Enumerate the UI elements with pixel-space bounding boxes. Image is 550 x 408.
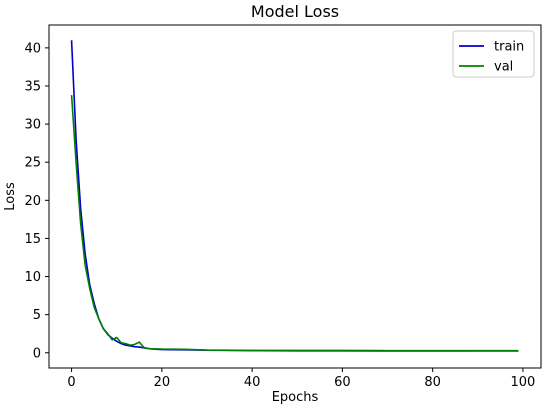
x-tick-label: 40 xyxy=(244,375,261,390)
x-tick-label: 80 xyxy=(424,375,441,390)
y-tick-label: 35 xyxy=(24,79,41,94)
x-tick-label: 60 xyxy=(334,375,351,390)
legend-label-train: train xyxy=(494,40,524,55)
y-axis-label: Loss xyxy=(3,182,18,211)
plot-border xyxy=(48,24,542,369)
y-tick-label: 25 xyxy=(24,156,41,171)
series-line-val xyxy=(70,95,519,352)
series-lines xyxy=(70,40,519,352)
x-tick-label: 100 xyxy=(511,375,536,390)
y-tick-label: 15 xyxy=(24,232,41,247)
y-tick-label: 40 xyxy=(24,41,41,56)
legend: train val xyxy=(452,30,535,78)
y-tick-label: 0 xyxy=(33,346,41,361)
series-line-train xyxy=(70,40,519,352)
y-tick-label: 10 xyxy=(24,270,41,285)
x-tick-label: 20 xyxy=(154,375,171,390)
y-tick-label: 5 xyxy=(33,308,41,323)
legend-label-val: val xyxy=(494,60,513,75)
y-axis-ticks: 0 5 10 15 20 25 30 35 40 xyxy=(24,41,49,361)
plot-frame xyxy=(48,24,542,369)
x-tick-label: 0 xyxy=(67,375,75,390)
y-tick-label: 20 xyxy=(24,194,41,209)
x-axis-ticks: 0 20 40 60 80 100 xyxy=(67,368,535,390)
chart-title: Model Loss xyxy=(251,2,339,21)
x-axis-label: Epochs xyxy=(272,390,319,405)
y-tick-label: 30 xyxy=(24,118,41,133)
